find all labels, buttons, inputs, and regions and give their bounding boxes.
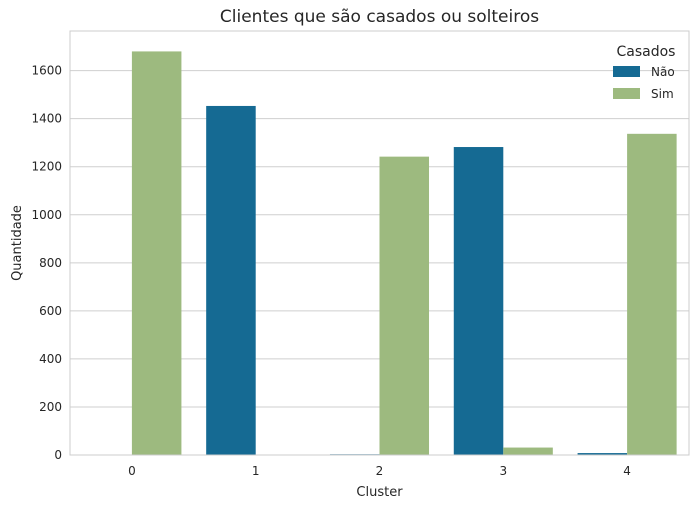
bar-sim-cluster-2 bbox=[379, 156, 430, 455]
legend: Casados Não Sim bbox=[613, 44, 675, 101]
plot-frame bbox=[69, 30, 690, 456]
y-tick-label: 1200 bbox=[31, 160, 62, 174]
legend-label-nao: Não bbox=[651, 65, 675, 79]
legend-items: Não Sim bbox=[613, 65, 675, 101]
bar-nao-cluster-4 bbox=[577, 453, 628, 455]
x-tick-label: 0 bbox=[128, 464, 136, 478]
legend-swatch-sim bbox=[613, 88, 640, 99]
x-tick-label: 2 bbox=[376, 464, 384, 478]
x-axis-title: Cluster bbox=[356, 485, 403, 500]
y-tick-label: 400 bbox=[39, 352, 62, 366]
bar-sim-cluster-0 bbox=[131, 51, 182, 456]
bars bbox=[131, 51, 677, 456]
legend-label-sim: Sim bbox=[651, 87, 674, 101]
y-tick-label: 600 bbox=[39, 304, 62, 318]
legend-title: Casados bbox=[617, 44, 676, 60]
x-tick-label: 4 bbox=[623, 464, 631, 478]
y-tick-label: 200 bbox=[39, 400, 62, 414]
y-tick-label: 800 bbox=[39, 256, 62, 270]
y-tick-label: 0 bbox=[54, 448, 62, 462]
legend-swatch-nao bbox=[613, 66, 640, 77]
x-tick-labels: 0 1 2 3 4 bbox=[128, 464, 631, 478]
chart-title: Clientes que são casados ou solteiros bbox=[220, 7, 539, 27]
y-tick-label: 1400 bbox=[31, 112, 62, 126]
bar-nao-cluster-3 bbox=[453, 147, 504, 455]
y-tick-label: 1600 bbox=[31, 64, 62, 78]
x-tick-label: 3 bbox=[499, 464, 507, 478]
y-axis-title: Quantidade bbox=[10, 205, 25, 281]
bar-sim-cluster-4 bbox=[627, 133, 677, 455]
x-tick-label: 1 bbox=[252, 464, 260, 478]
bar-sim-cluster-3 bbox=[503, 447, 553, 455]
y-tick-label: 1000 bbox=[31, 208, 62, 222]
y-tick-labels: 0 200 400 600 800 1000 1200 1400 1600 bbox=[31, 64, 62, 462]
bar-nao-cluster-1 bbox=[206, 105, 256, 455]
